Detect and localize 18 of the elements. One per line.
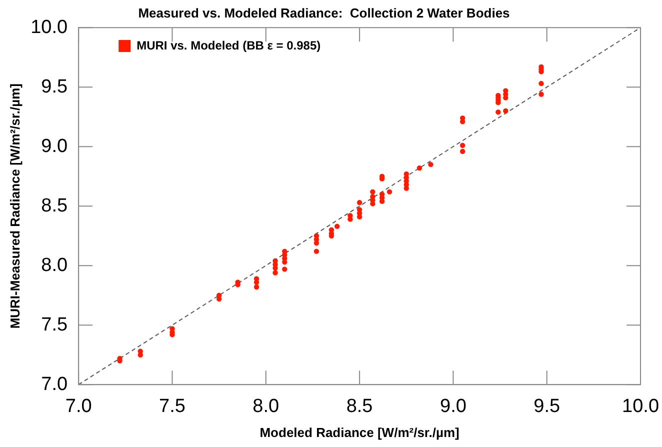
y-tick-label: 10.0 [30,16,68,38]
x-tick-label: 7.5 [159,396,186,418]
x-tick-label: 8.0 [252,396,280,418]
chart-title: Measured vs. Modeled Radiance: Collection 2 Water Bodies [138,5,510,20]
y-tick-label: 7.5 [41,314,68,336]
x-axis-title: Modeled Radiance [W/m²/sr./µm] [260,424,460,440]
y-tick-label: 9.5 [41,76,68,98]
x-tick-label: 7.0 [65,396,92,418]
y-tick-label: 8.0 [41,254,68,276]
legend-label: MURI vs. Modeled (BB ε = 0.985) [136,38,321,52]
x-tick-label: 10.0 [622,396,659,418]
y-tick-label: 8.5 [41,195,68,216]
y-tick-label: 9.0 [41,136,68,157]
x-tick-label: 9.0 [440,396,466,418]
x-tick-label: 9.5 [534,396,560,418]
x-tick-label: 8.5 [346,396,373,418]
y-axis-title: MURI-Measured Radiance [W/m²/sr./µm] [7,84,22,329]
y-tick-label: 7.0 [41,374,68,395]
